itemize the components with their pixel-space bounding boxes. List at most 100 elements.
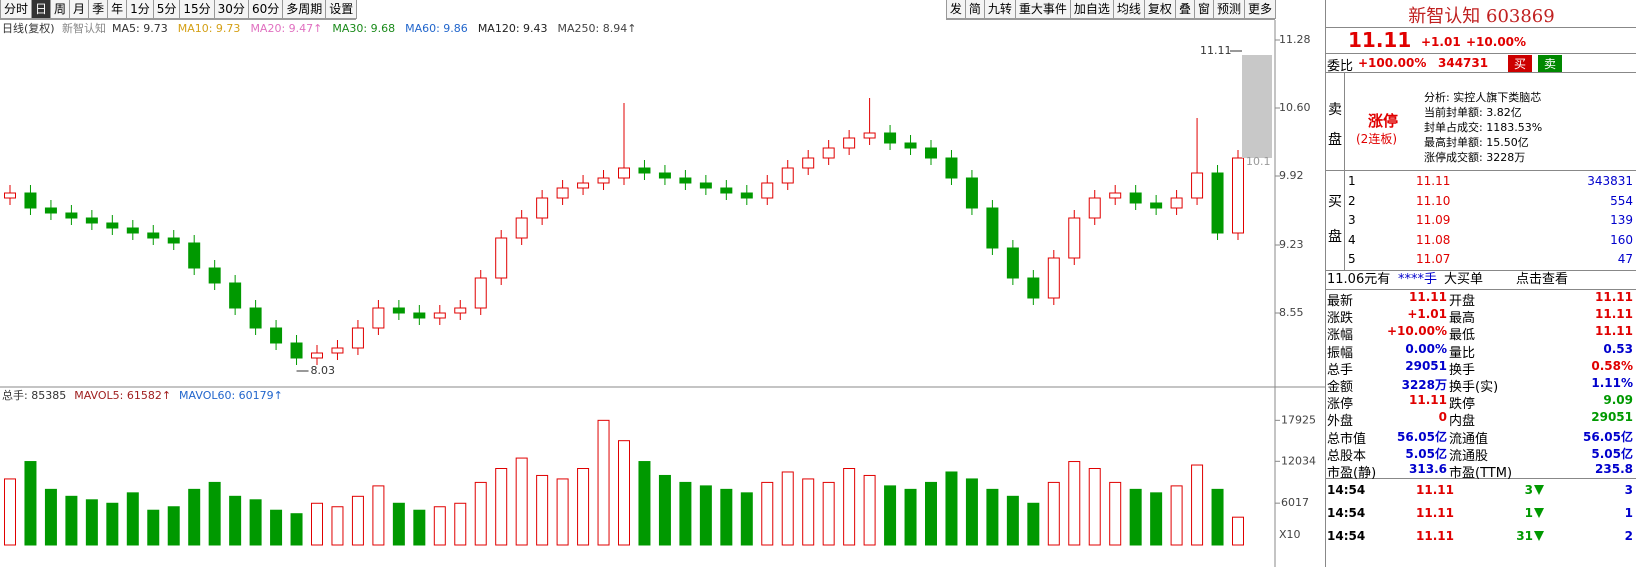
trade-time: 14:54 [1327,506,1366,520]
period-button[interactable]: 设置 [325,0,358,19]
period-button[interactable]: 月 [69,0,90,19]
stat-label: 换手(实) [1449,380,1499,395]
candle-body [720,187,733,194]
volume-bar [1006,495,1019,546]
tool-button[interactable]: 加自选 [1069,0,1114,19]
tool-button[interactable]: 更多 [1243,0,1276,19]
tool-button[interactable]: 复权 [1143,0,1176,19]
period-button[interactable]: 15分 [179,0,215,19]
candle-body [1068,217,1081,259]
y-tick-label: 6017 [1281,496,1309,509]
limit-up: 涨停 [1368,112,1399,130]
candle-body [986,207,999,249]
sell-label: 卖盘 [1328,102,1342,148]
candle-body [761,182,774,199]
volume-bar [1150,492,1163,546]
volume-bar [85,499,98,546]
candle-body [474,277,487,309]
volume-bar [638,461,651,546]
y-tick-label: 11.28 [1279,33,1311,46]
period-button[interactable]: 周 [50,0,71,19]
volume-bar [290,513,303,546]
volume-bar [351,495,364,546]
volume-unit: X10 [1279,528,1301,541]
bid-level: 4 [1348,232,1356,247]
stat-value: 11.11 [1409,393,1447,408]
volume-bar [1027,502,1040,546]
tool-button[interactable]: 叠 [1174,0,1195,19]
candle-body [249,307,262,329]
candle-body [126,227,139,234]
candle-body [167,237,180,244]
big-order[interactable]: 点击查看 [1516,272,1569,287]
volume-legend: MAVOL5: 61582↑ [74,389,171,402]
candle-body [372,307,385,329]
volume-bar [556,478,569,546]
period-button[interactable]: 季 [88,0,109,19]
stat-label: 最高 [1449,311,1476,327]
volume-bar [167,506,180,546]
stat-value: 3228万 [1401,378,1447,392]
ma-legend: MA20: 9.47↑ [250,22,322,35]
stat-value: 1.11% [1591,376,1633,390]
sell-button[interactable]: 卖 [1538,55,1563,72]
trade-time: 14:54 [1327,483,1366,497]
y-tick-label: 10.60 [1279,101,1311,114]
candle-body [188,242,201,269]
bid-volume: 160 [1610,232,1633,247]
candle-body [597,177,610,184]
volume-bar [331,506,344,546]
candle-body [229,282,242,309]
volume-bar [1211,488,1224,546]
volume-bar [822,481,835,546]
tool-button[interactable]: 均线 [1112,0,1145,19]
stat-label: 内盘 [1449,414,1476,430]
down-arrow [1534,508,1544,518]
period-button[interactable]: 1分 [126,0,154,19]
volume-bar [65,495,78,546]
candle-body [536,197,549,219]
volume-bar [740,492,753,546]
down-arrow [1534,485,1544,495]
candle-body [1232,157,1244,234]
chart-mode: 日线(复权) [2,21,55,35]
stat-label: 总市值 [1327,431,1367,447]
volume-bar [945,471,958,546]
volume-bar [679,481,692,546]
candle-body [351,327,364,349]
period-button[interactable]: 60分 [247,0,284,19]
volume-bar [720,488,733,546]
trade-volume: 31 [1516,529,1533,543]
stat-value: 9.09 [1603,393,1633,408]
big-order: ****手 [1398,272,1438,287]
candle-body [331,347,344,354]
volume-bar [474,481,487,546]
period-button[interactable]: 多周期 [282,0,327,19]
stat-value: 5.05亿 [1591,446,1633,461]
webi: +100.00% [1358,56,1427,70]
volume-bar [577,468,590,546]
period-button[interactable]: 年 [107,0,128,19]
tool-button[interactable]: 发 [945,0,966,19]
volume-bar [44,488,57,546]
stat-value: 11.11 [1595,324,1633,339]
ma-legend: MA60: 9.86 [405,22,468,35]
bid-level: 3 [1348,213,1356,227]
tool-button[interactable]: 重大事件 [1014,0,1071,19]
candle-body [311,352,323,359]
y-tick-label: 17925 [1281,413,1316,426]
candle-body [1191,172,1204,199]
volume-bar [618,440,630,546]
candle-body [433,312,446,319]
buy-button[interactable]: 买 [1508,55,1533,72]
candle-body [515,217,528,239]
y-tick-label: 12034 [1281,454,1316,467]
volume-bar [392,502,405,546]
stat-value: 11.11 [1595,290,1633,304]
candle-body [24,192,37,209]
webi-amount: 344731 [1438,56,1489,70]
stat-value: 0 [1438,410,1447,425]
volume-legend: 总手: 85385 [2,388,66,402]
candle-body [65,212,78,219]
tool-button[interactable]: 九转 [983,0,1016,19]
